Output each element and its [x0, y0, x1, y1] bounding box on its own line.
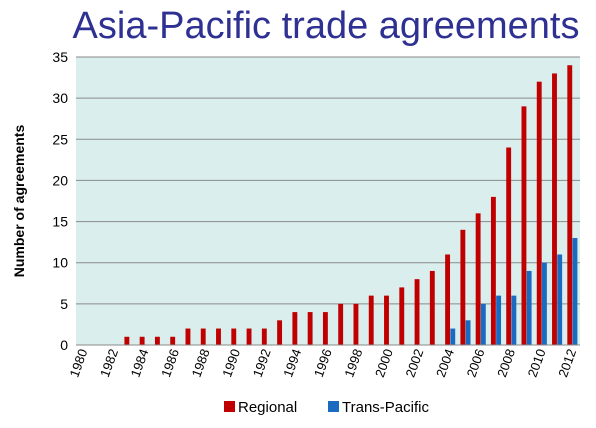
x-tick-label: 2006: [464, 347, 488, 379]
bar-regional-2006: [475, 213, 481, 345]
bar-regional-1996: [322, 312, 328, 345]
bar-regional-1987: [185, 328, 191, 345]
chart-title: Asia-Pacific trade agreements: [73, 5, 580, 47]
x-tick-label: 1982: [97, 347, 121, 379]
x-tick-label: 2002: [402, 347, 426, 379]
bar-regional-1986: [170, 336, 176, 345]
x-tick-label: 1988: [189, 347, 213, 379]
bar-regional-1983: [124, 336, 130, 345]
y-tick-label: 0: [60, 337, 68, 353]
bar-trans-pacific-2009: [526, 270, 532, 345]
bar-regional-2008: [506, 147, 512, 345]
x-tick-label: 1996: [311, 347, 335, 379]
bar-regional-1995: [307, 312, 313, 345]
bar-regional-1998: [353, 303, 359, 345]
bar-trans-pacific-2007: [496, 295, 502, 345]
legend-swatch-regional: [224, 401, 235, 412]
x-tick-label: 1984: [128, 347, 152, 379]
bar-regional-1990: [231, 328, 237, 345]
plot-area: [76, 57, 580, 345]
x-tick-label: 1986: [158, 347, 182, 379]
bar-regional-1991: [246, 328, 252, 345]
bar-regional-2009: [521, 106, 527, 345]
legend-label-regional: Regional: [238, 399, 297, 416]
y-tick-label: 20: [52, 172, 68, 188]
bar-regional-2003: [429, 270, 435, 345]
bar-trans-pacific-2011: [557, 254, 563, 345]
y-axis: 0 5 10 15 20 25 30 35: [52, 49, 68, 353]
bar-regional-2005: [460, 229, 466, 345]
bar-trans-pacific-2004: [450, 328, 456, 345]
bar-regional-2012: [567, 65, 573, 345]
bar-regional-2002: [414, 279, 420, 345]
y-axis-label: Number of agreements: [11, 125, 27, 278]
bars: [124, 65, 578, 345]
bar-trans-pacific-2012: [572, 238, 578, 345]
bar-trans-pacific-2005: [465, 320, 471, 345]
x-tick-label: 2004: [433, 347, 457, 379]
bar-regional-1988: [200, 328, 206, 345]
x-tick-label: 2012: [555, 347, 579, 379]
y-tick-label: 15: [52, 214, 68, 230]
x-tick-label: 1992: [250, 347, 274, 379]
x-tick-label: 1994: [280, 347, 304, 379]
x-tick-label: 2010: [525, 347, 549, 379]
legend: Regional Trans-Pacific: [224, 399, 429, 416]
legend-swatch-trans-pacific: [328, 401, 339, 412]
x-tick-label: 1998: [341, 347, 365, 379]
bar-regional-2010: [536, 81, 542, 345]
bar-regional-2011: [552, 73, 557, 345]
bar-regional-1993: [277, 320, 283, 345]
x-tick-label: 1980: [66, 347, 90, 379]
bar-regional-1994: [292, 312, 298, 345]
bar-trans-pacific-2010: [541, 262, 547, 345]
gridlines: [76, 56, 580, 305]
x-tick-label: 1990: [219, 347, 243, 379]
y-tick-label: 10: [52, 255, 68, 271]
legend-label-trans-pacific: Trans-Pacific: [342, 399, 429, 416]
bar-trans-pacific-2006: [480, 303, 486, 345]
bar-regional-2000: [384, 295, 389, 345]
bar-regional-2001: [399, 287, 405, 345]
y-tick-label: 30: [52, 90, 68, 106]
y-tick-label: 35: [52, 49, 68, 65]
bar-regional-1992: [261, 328, 267, 345]
bar-regional-1985: [154, 336, 160, 345]
y-tick-label: 5: [60, 296, 68, 312]
bar-regional-1997: [338, 303, 344, 345]
bar-regional-1984: [139, 336, 145, 345]
x-tick-label: 2000: [372, 347, 396, 379]
x-axis: 1980 1982 1984 1986 1988 1990 1992 1994 1996 1998…: [66, 347, 579, 379]
bar-regional-2004: [445, 254, 451, 345]
bar-trans-pacific-2008: [511, 295, 517, 345]
bar-regional-2007: [490, 196, 496, 345]
y-tick-label: 25: [52, 131, 68, 147]
bar-regional-1989: [216, 328, 221, 345]
bar-regional-1999: [368, 295, 374, 345]
x-tick-label: 2008: [494, 347, 518, 379]
